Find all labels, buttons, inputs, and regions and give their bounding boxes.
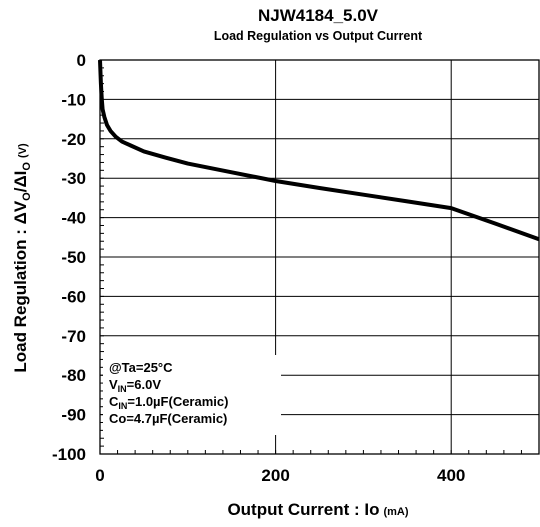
y-tick-label: -20	[61, 130, 86, 149]
y-axis-title: Load Regulation : ΔVO/ΔIO(V)	[11, 143, 33, 373]
conditions-box: @Ta=25°C VIN=6.0V CIN=1.0µF(Ceramic) Co=…	[103, 355, 281, 435]
x-tick-label: 0	[95, 466, 104, 485]
condition-ta: @Ta=25°C	[109, 360, 173, 375]
y-tick-label: -70	[61, 327, 86, 346]
x-tick-label: 400	[437, 466, 465, 485]
condition-cin: CIN=1.0µF(Ceramic)	[109, 394, 228, 411]
y-tick-label: -30	[61, 169, 86, 188]
y-tick-labels: 0 -10 -20 -30 -40 -50 -60 -70 -80 -90 -100	[52, 51, 86, 464]
condition-co: Co=4.7µF(Ceramic)	[109, 411, 227, 426]
y-tick-label: -60	[61, 287, 86, 306]
y-tick-label: -90	[61, 406, 86, 425]
y-tick-label: -40	[61, 209, 86, 228]
plot-frame	[99, 59, 540, 455]
series-line	[98, 59, 540, 242]
x-axis-title: Output Current : Io (mA)	[227, 500, 408, 519]
x-tick-labels: 0 200 400	[95, 466, 465, 485]
conditions-background	[103, 355, 281, 435]
y-tick-label: -50	[61, 248, 86, 267]
chart-subtitle: Load Regulation vs Output Current	[214, 29, 423, 43]
y-tick-label: -10	[61, 90, 86, 109]
y-tick-label: -100	[52, 445, 86, 464]
y-tick-label: 0	[77, 51, 86, 70]
x-tick-label: 200	[261, 466, 289, 485]
condition-vin: VIN=6.0V	[109, 377, 161, 394]
chart-title: NJW4184_5.0V	[258, 6, 379, 25]
y-tick-label: -80	[61, 366, 86, 385]
